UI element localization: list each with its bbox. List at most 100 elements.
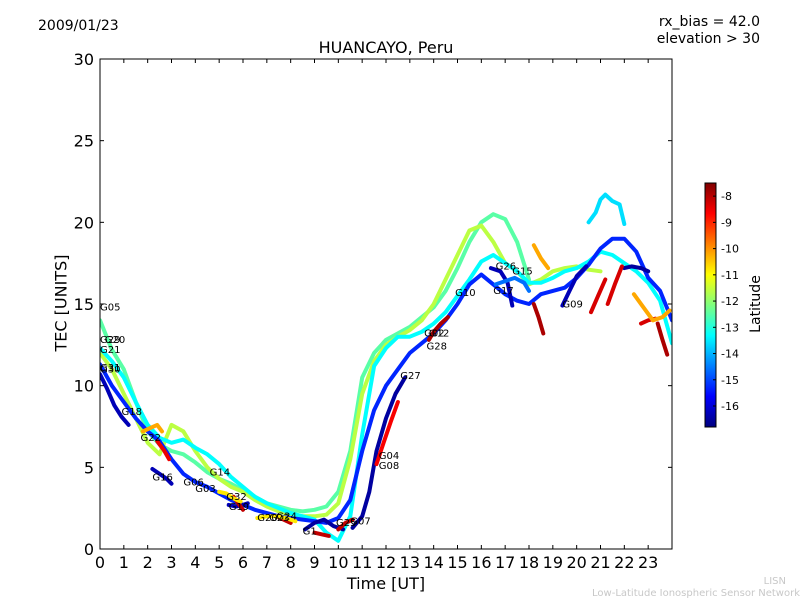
- x-tick-label: 11: [352, 553, 372, 572]
- tec-series-line: [589, 277, 608, 315]
- tec-series-line: [622, 264, 651, 274]
- satellite-label: G24: [276, 512, 296, 523]
- x-axis-label: Time [UT]: [346, 574, 426, 593]
- parameters-block: rx_bias = 42.0 elevation > 30: [657, 14, 760, 48]
- tec-series-line: [255, 514, 298, 524]
- tec-series-line: [488, 266, 515, 308]
- colorbar-tick-label: -10: [721, 243, 739, 256]
- tec-series-line: [586, 192, 627, 226]
- x-tick-label: 22: [614, 553, 634, 572]
- satellite-label: G30: [100, 365, 120, 376]
- tec-series-line: [493, 275, 531, 293]
- credit-long: Low-Latitude Ionospheric Sensor Network: [592, 588, 800, 599]
- tec-series-line: [100, 249, 672, 543]
- x-tick-label: 9: [309, 553, 319, 572]
- x-tick-label: 12: [376, 553, 396, 572]
- x-tick-label: 0: [95, 553, 105, 572]
- tec-series-line: [100, 212, 531, 514]
- x-tick-label: 20: [566, 553, 586, 572]
- x-tick-label: 4: [190, 553, 200, 572]
- x-axis: 0 1 2 3 4 5 6 7 8 9 10 11 12 13 14 15 16 17 18 19 20 21 22 23: [95, 59, 658, 572]
- satellite-label: G06: [183, 477, 203, 488]
- tec-series-line: [217, 489, 243, 504]
- tec-series-line: [140, 422, 164, 434]
- colorbar-tick-label: -9: [721, 216, 732, 229]
- satellite-label: G12: [429, 329, 449, 340]
- x-tick-label: 15: [447, 553, 467, 572]
- satellite-label: G07: [350, 517, 370, 528]
- tec-series-line: [350, 375, 408, 530]
- tec-series-line: [312, 530, 331, 538]
- satellite-label: G05: [100, 303, 120, 314]
- tec-series-line: [100, 372, 131, 427]
- y-tick-label: 25: [74, 132, 94, 151]
- x-tick-label: 10: [328, 553, 348, 572]
- satellite-label: G09: [562, 299, 582, 310]
- tec-series-line: [426, 315, 450, 342]
- satellite-label: G23: [269, 513, 289, 524]
- tec-series-line: [631, 292, 672, 323]
- y-tick-label: 5: [84, 458, 94, 477]
- satellite-label: G28: [427, 342, 447, 353]
- satellite-label: G20: [257, 513, 277, 524]
- colorbar-tick-label: -11: [721, 269, 739, 282]
- satellite-label: G02: [424, 329, 444, 340]
- satellite-label: G20: [105, 335, 125, 346]
- x-tick-label: 3: [166, 553, 176, 572]
- x-tick-label: 17: [495, 553, 515, 572]
- satellite-label: G27: [400, 371, 420, 382]
- tec-series-line: [560, 264, 589, 308]
- satellite-label: G1: [303, 526, 317, 537]
- satellite-label: G10: [455, 288, 475, 299]
- tec-series-line: [336, 517, 355, 532]
- chart-title: HUANCAYO, Peru: [318, 38, 454, 57]
- satellite-label: G32: [226, 492, 246, 503]
- tec-series-line: [605, 264, 624, 306]
- x-tick-label: 8: [286, 553, 296, 572]
- x-tick-label: 1: [119, 553, 129, 572]
- y-tick-label: 20: [74, 213, 94, 232]
- x-tick-label: 5: [214, 553, 224, 572]
- colorbar-label: Latitude: [748, 275, 764, 333]
- rx-bias-label: rx_bias = 42.0: [658, 14, 760, 30]
- y-tick-label: 15: [74, 295, 94, 314]
- x-tick-label: 21: [590, 553, 610, 572]
- x-tick-label: 13: [400, 553, 420, 572]
- colorbar-tick-label: -13: [721, 321, 739, 334]
- x-tick-label: 14: [423, 553, 443, 572]
- satellite-label: G22: [141, 433, 161, 444]
- credit-short: LISN: [763, 576, 786, 587]
- colorbar-tick-label: -12: [721, 295, 739, 308]
- x-tick-label: 2: [143, 553, 153, 572]
- x-tick-label: 19: [543, 553, 563, 572]
- satellite-label: G14: [210, 468, 230, 479]
- satellite-label: G25: [336, 518, 356, 529]
- tec-series-line: [655, 321, 670, 357]
- satellite-label: G18: [122, 407, 142, 418]
- colorbar-tick-label: -15: [721, 374, 739, 387]
- elevation-label: elevation > 30: [656, 31, 760, 47]
- tec-series-line: [531, 302, 546, 336]
- x-tick-label: 16: [471, 553, 491, 572]
- series-layer: [100, 192, 672, 543]
- satellite-label: G17: [493, 286, 513, 297]
- colorbar-ticks: -8 -9 -10 -11 -12 -13 -14 -15 -16: [713, 190, 739, 413]
- satellite-label: G04: [379, 451, 399, 462]
- colorbar-tick-label: -8: [721, 190, 732, 203]
- colorbar-tick-label: -14: [721, 348, 739, 361]
- y-tick-label: 30: [74, 50, 94, 69]
- satellite-label: G26: [496, 262, 516, 273]
- y-axis-label: TEC [UNITS]: [51, 254, 71, 352]
- y-tick-label: 0: [84, 540, 94, 559]
- x-tick-label: 18: [519, 553, 539, 572]
- colorbar-tick-label: -16: [721, 400, 739, 413]
- satellite-label: G08: [379, 461, 399, 472]
- tec-series-line: [374, 400, 400, 467]
- x-tick-label: 23: [638, 553, 658, 572]
- tec-series-line: [155, 439, 172, 462]
- satellite-label: G21: [100, 345, 120, 356]
- date-label: 2009/01/23: [38, 18, 119, 34]
- y-tick-label: 10: [74, 377, 94, 396]
